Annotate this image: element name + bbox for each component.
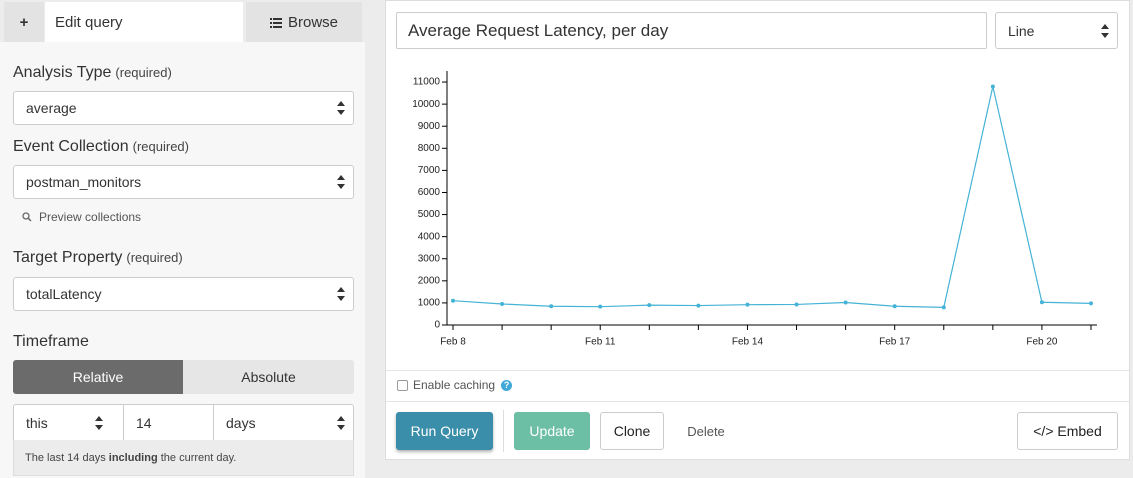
edit-tab-label: Edit query (55, 13, 123, 31)
note-text: The last 14 days (25, 451, 109, 464)
series-line (452, 86, 1092, 308)
title-text: Average Request Latency, per day (408, 20, 669, 40)
data-point (1039, 300, 1044, 305)
required-text: (required) (132, 139, 189, 154)
data-point (941, 305, 946, 310)
label-text: Target Property (13, 249, 123, 266)
y-tick-label: 0 (434, 320, 440, 331)
x-tick-label: Feb 14 (732, 337, 764, 348)
select-arrows (337, 101, 345, 115)
data-point (598, 304, 603, 309)
embed-button[interactable]: </> Embed (1017, 412, 1118, 450)
select-value: days (226, 414, 256, 431)
select-arrows (1101, 23, 1109, 38)
y-tick-label: 11000 (413, 77, 441, 88)
data-point (500, 302, 505, 307)
title-input[interactable]: Average Request Latency, per day (396, 12, 987, 49)
help-icon[interactable]: ? (501, 379, 513, 391)
data-point (1089, 301, 1093, 306)
update-button[interactable]: Update (514, 412, 590, 450)
divider (386, 401, 1129, 402)
y-tick-label: 10000 (412, 99, 440, 110)
select-value: totalLatency (26, 286, 102, 302)
select[interactable]: totalLatency (13, 277, 354, 311)
data-point (451, 298, 455, 303)
x-tick-label: Feb 8 (440, 337, 466, 348)
note-text: the current day. (157, 451, 237, 464)
y-tick-label: 4000 (418, 231, 441, 242)
browse-tab[interactable]: Browse (246, 2, 362, 42)
timeframe-label: Timeframe (13, 333, 89, 350)
list-icon (269, 17, 282, 28)
select-value: postman_monitors (26, 174, 142, 190)
absolute-toggle[interactable]: Absolute (183, 360, 354, 394)
relative-toggle[interactable]: Relative (13, 360, 183, 394)
input-value: 14 (136, 414, 152, 431)
y-tick-label: 2000 (418, 275, 441, 286)
preview-link-text: Preview collections (39, 210, 142, 224)
chart: 0 1000 2000 3000 4000 5000 6000 7000 8000 9000 100… (412, 71, 1097, 348)
required-text: (required) (126, 250, 183, 265)
data-point (990, 84, 995, 89)
select[interactable]: postman_monitors (13, 165, 354, 199)
clone-button[interactable]: Clone (600, 412, 664, 450)
run-query-button[interactable]: Run Query (396, 412, 493, 450)
edit-tab[interactable]: Edit query (45, 2, 243, 42)
checkbox[interactable] (397, 379, 408, 391)
data-point (843, 300, 848, 305)
y-tick-label: 9000 (418, 121, 441, 132)
select-value: Line (1008, 22, 1035, 39)
field-label: Target Property (required) (13, 249, 183, 267)
add-tab[interactable]: + (4, 2, 44, 42)
select-arrows (337, 175, 345, 189)
separator (503, 410, 504, 452)
browse-tab-label: Browse (287, 13, 339, 31)
amount-input[interactable]: 14 (123, 404, 214, 441)
select-value: this (26, 414, 48, 431)
y-tick-label: 1000 (418, 298, 441, 309)
select-arrows (337, 287, 345, 301)
data-point (794, 302, 799, 307)
select[interactable]: average (13, 91, 354, 125)
chart-type-select[interactable]: Line (995, 12, 1118, 49)
x-tick-label: Feb 20 (1026, 337, 1058, 348)
y-tick-label: 6000 (418, 187, 441, 198)
y-tick-label: 8000 (418, 143, 441, 154)
field-label: Analysis Type (required) (13, 64, 172, 82)
select-arrows (337, 415, 345, 430)
field-label: Event Collection (required) (13, 138, 189, 156)
y-tick-label: 3000 (418, 253, 441, 264)
delete-button[interactable]: Delete (687, 423, 725, 439)
select-value: average (26, 100, 77, 116)
divider (386, 370, 1129, 371)
label-text: Analysis Type (13, 64, 112, 81)
x-tick-label: Feb 11 (585, 337, 616, 348)
select[interactable]: days (213, 404, 354, 441)
data-point (696, 303, 701, 308)
search-icon (22, 212, 32, 222)
y-tick-label: 7000 (418, 165, 441, 176)
x-tick-label: Feb 17 (879, 337, 911, 348)
preview-link[interactable]: Preview collections (22, 210, 141, 224)
data-point (892, 304, 897, 309)
caching-option[interactable]: Enable caching ? (397, 378, 513, 392)
data-point (549, 304, 554, 309)
y-tick-label: 5000 (418, 209, 441, 220)
data-point (647, 303, 652, 308)
caching-label: Enable caching (413, 378, 496, 392)
data-point (745, 302, 750, 307)
select-arrows (95, 415, 103, 430)
note-bold: including (108, 451, 158, 464)
timeframe-note: The last 14 days including the current d… (13, 440, 354, 476)
required-text: (required) (115, 65, 172, 80)
label-text: Event Collection (13, 138, 129, 155)
select[interactable]: this (13, 404, 124, 441)
